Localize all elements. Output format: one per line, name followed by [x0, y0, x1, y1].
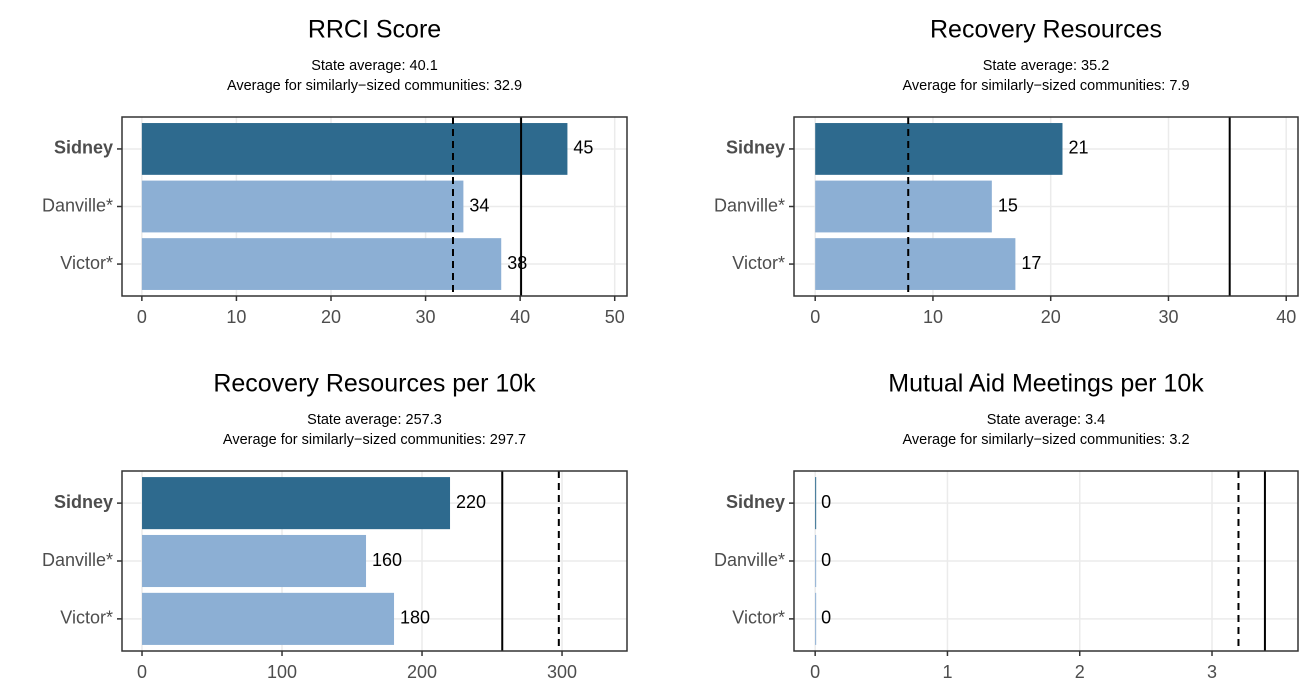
bar — [815, 534, 817, 588]
subtitle: State average: 3.4 — [987, 412, 1106, 428]
bar — [142, 592, 395, 645]
x-tick-label: 20 — [321, 307, 341, 327]
bar — [141, 238, 502, 290]
chart-title: Mutual Aid Meetings per 10k — [888, 370, 1204, 398]
value-label: 220 — [456, 492, 486, 512]
x-tick-label: 10 — [923, 307, 943, 327]
bar — [815, 238, 1016, 290]
chart-title: Recovery Resources per 10k — [213, 370, 536, 398]
bar — [141, 123, 568, 175]
x-tick-label: 10 — [226, 307, 246, 327]
bar — [815, 477, 817, 530]
x-tick-label: 0 — [137, 307, 147, 327]
x-tick-label: 100 — [267, 662, 297, 682]
value-label: 15 — [998, 195, 1018, 215]
subtitle: Average for similarly−sized communities:… — [902, 78, 1189, 94]
y-tick-label: Sidney — [54, 138, 113, 158]
value-label: 180 — [400, 608, 430, 628]
chart-title: Recovery Resources — [930, 16, 1162, 44]
x-tick-label: 0 — [137, 662, 147, 682]
bar — [815, 180, 992, 233]
x-tick-label: 200 — [407, 662, 437, 682]
y-tick-label: Victor* — [60, 608, 113, 628]
y-tick-label: Danville* — [714, 550, 785, 570]
x-tick-label: 20 — [1041, 307, 1061, 327]
y-tick-label: Sidney — [726, 492, 785, 512]
subtitle: Average for similarly−sized communities:… — [902, 432, 1189, 448]
y-tick-label: Danville* — [42, 550, 113, 570]
subtitle: Average for similarly−sized communities:… — [223, 432, 526, 448]
y-tick-label: Victor* — [732, 253, 785, 273]
bar — [815, 592, 817, 645]
subtitle: State average: 40.1 — [311, 58, 438, 74]
value-label: 17 — [1021, 253, 1041, 273]
x-tick-label: 300 — [547, 662, 577, 682]
y-tick-label: Sidney — [726, 138, 785, 158]
chart-title: RRCI Score — [308, 16, 441, 44]
subtitle: State average: 257.3 — [307, 412, 442, 428]
y-tick-label: Danville* — [714, 195, 785, 215]
y-tick-label: Victor* — [60, 253, 113, 273]
value-label: 0 — [821, 550, 831, 570]
x-tick-label: 40 — [510, 307, 530, 327]
value-label: 21 — [1068, 138, 1088, 158]
value-label: 38 — [507, 253, 527, 273]
value-label: 34 — [469, 195, 489, 215]
x-tick-label: 3 — [1207, 662, 1217, 682]
x-tick-label: 1 — [942, 662, 952, 682]
y-tick-label: Victor* — [732, 608, 785, 628]
bar — [815, 123, 1063, 175]
value-label: 45 — [573, 138, 593, 158]
x-tick-label: 40 — [1276, 307, 1296, 327]
bar — [142, 477, 451, 530]
value-label: 160 — [372, 550, 402, 570]
value-label: 0 — [821, 492, 831, 512]
subtitle: State average: 35.2 — [983, 58, 1110, 74]
bar — [142, 534, 367, 588]
y-tick-label: Danville* — [42, 195, 113, 215]
x-tick-label: 30 — [1158, 307, 1178, 327]
x-tick-label: 30 — [416, 307, 436, 327]
x-tick-label: 0 — [810, 307, 820, 327]
subtitle: Average for similarly−sized communities:… — [227, 78, 522, 94]
x-tick-label: 50 — [605, 307, 625, 327]
value-label: 0 — [821, 608, 831, 628]
x-tick-label: 0 — [810, 662, 820, 682]
bar — [141, 180, 464, 233]
x-tick-label: 2 — [1075, 662, 1085, 682]
y-tick-label: Sidney — [54, 492, 113, 512]
